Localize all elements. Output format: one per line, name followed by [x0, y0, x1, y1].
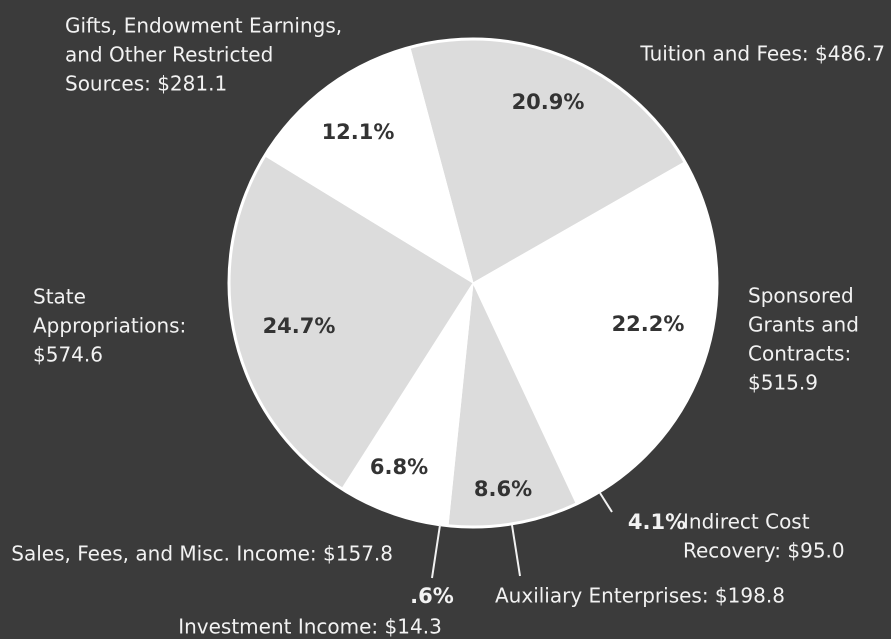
category-label: $574.6: [33, 343, 103, 367]
category-label: Sales, Fees, and Misc. Income: $157.8: [11, 542, 393, 566]
pie-border: [227, 37, 719, 529]
category-label: Sources: $281.1: [65, 72, 227, 96]
percent-label: 24.7%: [263, 314, 336, 338]
percent-label: 4.1%: [628, 510, 686, 534]
category-label: Recovery: $95.0: [683, 539, 845, 563]
category-label: $515.9: [748, 371, 818, 395]
leader-line: [431, 524, 441, 579]
category-label: Grants and: [748, 313, 859, 337]
percent-label: 12.1%: [322, 120, 395, 144]
percent-label: 22.2%: [612, 312, 685, 336]
category-label: Gifts, Endowment Earnings,: [65, 14, 342, 38]
category-label: Auxiliary Enterprises: $198.8: [495, 584, 785, 608]
category-label: Sponsored: [748, 284, 854, 308]
percent-label: .6%: [410, 584, 454, 608]
category-label: and Other Restricted: [65, 43, 273, 67]
category-label: Appropriations:: [33, 314, 186, 338]
category-label: Indirect Cost: [683, 510, 810, 534]
leader-line: [511, 524, 521, 577]
percent-label: 8.6%: [474, 477, 532, 501]
category-label: Investment Income: $14.3: [178, 615, 442, 639]
category-label: Tuition and Fees: $486.7: [639, 42, 885, 66]
percent-label: 20.9%: [512, 90, 585, 114]
leader-line: [599, 492, 613, 513]
category-label: State: [33, 285, 86, 309]
category-label: Contracts:: [748, 342, 851, 366]
percent-label: 6.8%: [370, 455, 428, 479]
